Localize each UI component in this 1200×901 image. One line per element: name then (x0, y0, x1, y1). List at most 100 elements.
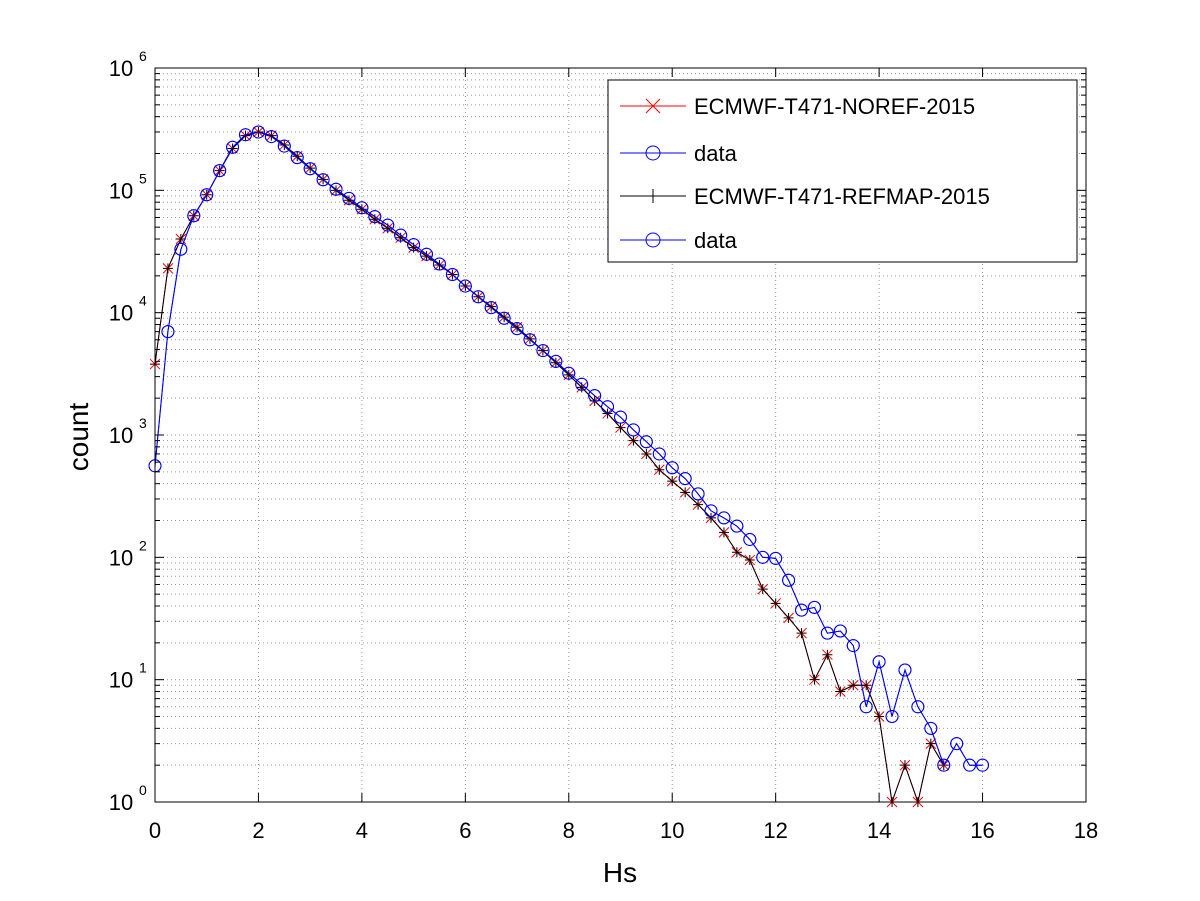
x-tick-label: 16 (970, 818, 994, 843)
data-point (848, 680, 859, 691)
data-point (200, 188, 214, 202)
data-point (846, 639, 860, 653)
y-tick-label-exponent: 3 (139, 415, 147, 431)
data-point (227, 143, 238, 154)
data-point (645, 98, 661, 114)
data-point (646, 189, 660, 203)
data-point (575, 377, 589, 391)
data-point (783, 612, 794, 623)
data-point (731, 547, 742, 558)
data-point (187, 209, 201, 223)
data-point (835, 686, 846, 697)
data-point (809, 674, 820, 685)
data-point (639, 435, 653, 449)
data-point (872, 655, 886, 669)
data-point (861, 680, 872, 691)
legend-label: ECMWF-T471-NOREF-2015 (694, 94, 975, 119)
data-point (770, 598, 781, 609)
data-point (925, 738, 936, 749)
data-point (329, 182, 343, 196)
data-point (822, 649, 833, 660)
data-point (602, 408, 613, 419)
data-point (563, 369, 574, 380)
y-tick-label-exponent: 0 (139, 782, 147, 798)
data-point (174, 242, 188, 256)
data-point (641, 448, 652, 459)
data-point (226, 140, 240, 154)
data-point (937, 758, 951, 772)
data-point (471, 290, 485, 304)
data-point (240, 130, 251, 141)
data-point (536, 344, 550, 358)
data-point (615, 422, 626, 433)
data-point (277, 139, 291, 153)
data-point (757, 584, 768, 595)
x-tick-labels: 0 2 4 6 8 10 12 14 16 18 (149, 818, 1098, 843)
data-point (588, 389, 602, 403)
data-point (963, 758, 977, 772)
data-point (510, 322, 524, 336)
data-point (213, 164, 227, 178)
data-point (331, 185, 342, 196)
data-point (807, 600, 821, 614)
tick-marks (154, 68, 1087, 803)
x-tick-label: 6 (459, 818, 471, 843)
data-point (549, 354, 563, 368)
y-tick-label-base: 10 (109, 545, 133, 570)
x-axis-label: Hs (603, 857, 637, 888)
data-point (239, 128, 253, 142)
y-tick-label-exponent: 5 (139, 170, 147, 186)
legend-label: data (694, 228, 738, 253)
data-point (756, 550, 770, 564)
data-point (251, 125, 265, 139)
legend-label: ECMWF-T471-REFMAP-2015 (694, 184, 990, 209)
data-point (550, 357, 561, 368)
data-point (486, 301, 497, 312)
data-point (279, 139, 290, 150)
data-point (898, 663, 912, 677)
data-point (407, 238, 421, 252)
data-point (667, 476, 678, 487)
legend-label: data (694, 141, 738, 166)
data-point (499, 312, 510, 323)
data-point (976, 758, 990, 772)
data-point (381, 218, 395, 232)
data-point (175, 234, 186, 245)
x-tick-label: 4 (356, 818, 368, 843)
y-tick-label-base: 10 (109, 423, 133, 448)
x-tick-label: 18 (1074, 818, 1098, 843)
y-tick-label-base: 10 (109, 668, 133, 693)
data-point (421, 251, 432, 262)
legend-entry: ECMWF-T471-REFMAP-2015 (620, 184, 990, 209)
data-point (645, 232, 661, 248)
data-point (704, 504, 718, 518)
series-3 (150, 126, 949, 807)
data-point (161, 325, 175, 339)
data-point (795, 603, 809, 617)
data-point (497, 311, 511, 325)
data-point (626, 423, 640, 437)
data-point (706, 512, 717, 523)
data-point (432, 257, 446, 271)
data-point (911, 700, 925, 714)
data-point (744, 555, 755, 566)
series-4 (148, 125, 990, 772)
data-point (420, 247, 434, 261)
data-point (264, 130, 278, 144)
data-point (305, 163, 316, 174)
data-point (645, 145, 661, 161)
x-tick-label: 10 (660, 818, 684, 843)
data-point (434, 260, 445, 271)
data-point (512, 322, 523, 333)
data-point (820, 626, 834, 640)
data-point (601, 400, 615, 414)
y-tick-label-exponent: 4 (139, 293, 147, 309)
data-point (290, 151, 304, 165)
x-tick-label: 14 (867, 818, 891, 843)
data-point (162, 263, 173, 274)
legend-box (607, 79, 1078, 263)
series-layer (148, 125, 990, 808)
data-point (665, 461, 679, 475)
x-tick-label: 12 (763, 818, 787, 843)
